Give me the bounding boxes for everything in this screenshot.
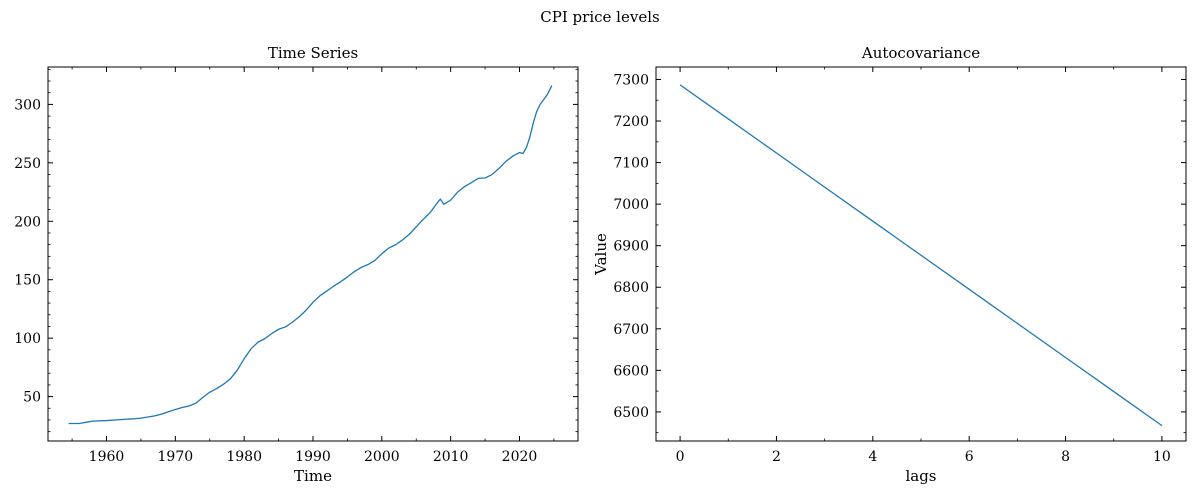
x-tick-label: 1980 — [226, 449, 262, 465]
axes-title: Autocovariance — [861, 44, 980, 62]
x-tick-label: 4 — [868, 449, 877, 465]
y-tick-label: 6800 — [613, 280, 649, 296]
y-tick-label: 150 — [14, 273, 41, 289]
series-line — [679, 84, 1163, 427]
y-tick-label: 6600 — [613, 363, 649, 379]
y-tick-label: 50 — [23, 390, 41, 406]
y-tick-label: 7200 — [613, 114, 649, 130]
x-tick-label: 0 — [676, 449, 685, 465]
x-tick-label: 2000 — [364, 449, 400, 465]
y-tick-label: 7000 — [613, 197, 649, 213]
x-axis-label: lags — [905, 467, 936, 485]
y-tick-label: 300 — [14, 97, 41, 113]
x-tick-label: 6 — [965, 449, 974, 465]
y-tick-label: 6700 — [613, 322, 649, 338]
axes-frame — [47, 66, 579, 442]
y-tick-label: 7100 — [613, 156, 649, 172]
x-tick-label: 2020 — [502, 449, 538, 465]
x-tick-label: 2010 — [433, 449, 469, 465]
panel-2: 0 2 4 6 8 10 6500 6600 6700 6800 6900 7000 7100 7200 7… — [592, 44, 1187, 485]
y-tick-label: 6500 — [613, 405, 649, 421]
x-tick-label: 10 — [1153, 449, 1171, 465]
x-tick-label: 2 — [772, 449, 781, 465]
panel-1: 1960 1970 1980 1990 2000 2010 2020 50 100 150 200 2… — [14, 44, 579, 485]
y-tick-label: 250 — [14, 156, 41, 172]
y-tick-label: 6900 — [613, 239, 649, 255]
x-tick-label: 1970 — [158, 449, 194, 465]
axes-title: Time Series — [268, 44, 358, 62]
y-tick-label: 200 — [14, 214, 41, 230]
y-axis-label: Value — [592, 233, 610, 276]
y-tick-label: 100 — [14, 331, 41, 347]
x-tick-label: 8 — [1061, 449, 1070, 465]
x-axis-label: Time — [294, 467, 332, 485]
axes-frame — [655, 66, 1187, 442]
y-tick-label: 7300 — [613, 72, 649, 88]
x-tick-label: 1960 — [89, 449, 125, 465]
x-tick-label: 1990 — [295, 449, 331, 465]
figure-title: CPI price levels — [540, 8, 660, 26]
series-line — [68, 85, 553, 425]
